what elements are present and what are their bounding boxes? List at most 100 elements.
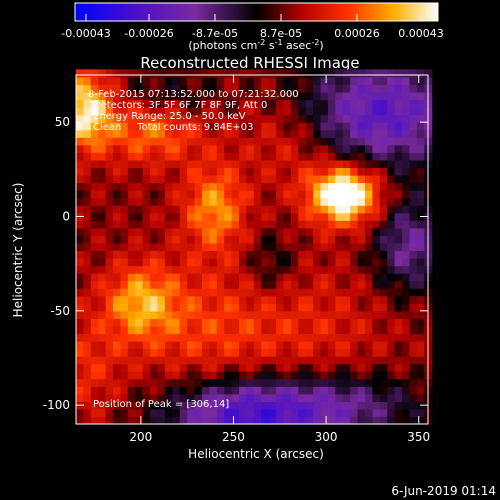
heatmap-cell xyxy=(157,333,166,342)
heatmap-cell xyxy=(416,363,425,372)
heatmap-cell xyxy=(342,129,351,138)
heatmap-cell xyxy=(172,197,181,206)
heatmap-cell xyxy=(150,348,159,357)
heatmap-cell xyxy=(239,144,248,153)
heatmap-cell xyxy=(209,242,218,252)
heatmap-cell xyxy=(194,220,203,229)
heatmap-cell xyxy=(335,220,344,229)
heatmap-cell xyxy=(127,174,136,184)
heatmap-cell xyxy=(402,242,411,252)
heatmap-cell xyxy=(135,152,144,161)
heatmap-cell xyxy=(231,371,240,380)
heatmap-cell xyxy=(76,378,85,387)
heatmap-cell xyxy=(150,242,159,252)
heatmap-cell xyxy=(290,220,299,229)
heatmap-cell xyxy=(379,144,388,153)
heatmap-cell xyxy=(172,107,181,116)
heatmap-cell xyxy=(261,371,270,380)
heatmap-cell xyxy=(224,205,233,214)
heatmap-cell xyxy=(276,386,285,395)
heatmap-cell xyxy=(201,416,210,425)
heatmap-cell xyxy=(402,159,411,169)
heatmap-cell xyxy=(120,310,129,319)
heatmap-cell xyxy=(335,174,344,184)
heatmap-cell xyxy=(157,107,166,116)
heatmap-cell xyxy=(276,91,285,101)
heatmap-cell xyxy=(298,174,307,184)
heatmap-cell xyxy=(76,220,85,229)
heatmap-cell xyxy=(209,363,218,372)
heatmap-cell xyxy=(379,401,388,410)
heatmap-cell xyxy=(142,159,151,169)
heatmap-cell xyxy=(179,250,188,259)
heatmap-cell xyxy=(335,76,344,86)
heatmap-cell xyxy=(172,212,181,221)
heatmap-cell xyxy=(394,99,403,108)
heatmap-cell xyxy=(150,99,159,108)
heatmap-cell xyxy=(209,190,218,199)
heatmap-cell xyxy=(253,242,262,252)
heatmap-cell xyxy=(201,227,210,236)
heatmap-cell xyxy=(387,386,396,395)
heatmap-cell xyxy=(372,69,381,78)
heatmap-cell xyxy=(246,408,255,418)
heatmap-cell xyxy=(150,265,159,274)
heatmap-cell xyxy=(246,159,255,169)
heatmap-cell xyxy=(320,401,329,410)
heatmap-cell xyxy=(135,303,144,312)
heatmap-cell xyxy=(394,386,403,395)
heatmap-cell xyxy=(365,371,374,380)
heatmap-cell xyxy=(113,371,122,380)
heatmap-cell xyxy=(105,340,114,350)
heatmap-cell xyxy=(276,137,285,146)
heatmap-cell xyxy=(342,257,351,267)
heatmap-cell xyxy=(231,280,240,289)
heatmap-cell xyxy=(320,190,329,199)
heatmap-cell xyxy=(379,378,388,387)
heatmap-cell xyxy=(253,69,262,78)
heatmap-cell xyxy=(276,371,285,380)
heatmap-cell xyxy=(409,340,418,350)
heatmap-cell xyxy=(231,378,240,387)
heatmap-cell xyxy=(342,212,351,221)
heatmap-cell xyxy=(172,318,181,327)
heatmap-cell xyxy=(253,122,262,131)
heatmap-cell xyxy=(387,242,396,252)
heatmap-cell xyxy=(157,227,166,236)
heatmap-cell xyxy=(290,310,299,319)
heatmap-cell xyxy=(342,416,351,425)
heatmap-cell xyxy=(179,295,188,304)
heatmap-cell xyxy=(335,84,344,93)
heatmap-cell xyxy=(135,288,144,297)
heatmap-cell xyxy=(261,91,270,101)
heatmap-cell xyxy=(372,220,381,229)
heatmap-cell xyxy=(313,114,322,123)
heatmap-cell xyxy=(105,273,114,282)
heatmap-cell xyxy=(194,84,203,93)
heatmap-cell xyxy=(290,212,299,221)
heatmap-cell xyxy=(350,69,359,78)
heatmap-cell xyxy=(98,348,107,357)
heatmap-cell xyxy=(253,333,262,342)
heatmap-cell xyxy=(283,174,292,184)
heatmap-cell xyxy=(83,190,92,199)
heatmap-cell xyxy=(120,318,129,327)
heatmap-cell xyxy=(98,69,107,78)
colorbar xyxy=(74,2,439,22)
heatmap-cell xyxy=(409,159,418,169)
heatmap-cell xyxy=(142,69,151,78)
heatmap-cell xyxy=(379,137,388,146)
heatmap-cell xyxy=(335,129,344,138)
heatmap-cell xyxy=(379,174,388,184)
heatmap-cell xyxy=(201,197,210,206)
heatmap-cell xyxy=(201,408,210,418)
heatmap-cell xyxy=(350,250,359,259)
heatmap-cell xyxy=(239,152,248,161)
heatmap-cell xyxy=(113,303,122,312)
heatmap-cell xyxy=(76,190,85,199)
heatmap-cell xyxy=(179,393,188,402)
heatmap-cell xyxy=(98,265,107,274)
heatmap-cell xyxy=(350,386,359,395)
heatmap-cell xyxy=(416,250,425,259)
heatmap-cell xyxy=(179,182,188,191)
